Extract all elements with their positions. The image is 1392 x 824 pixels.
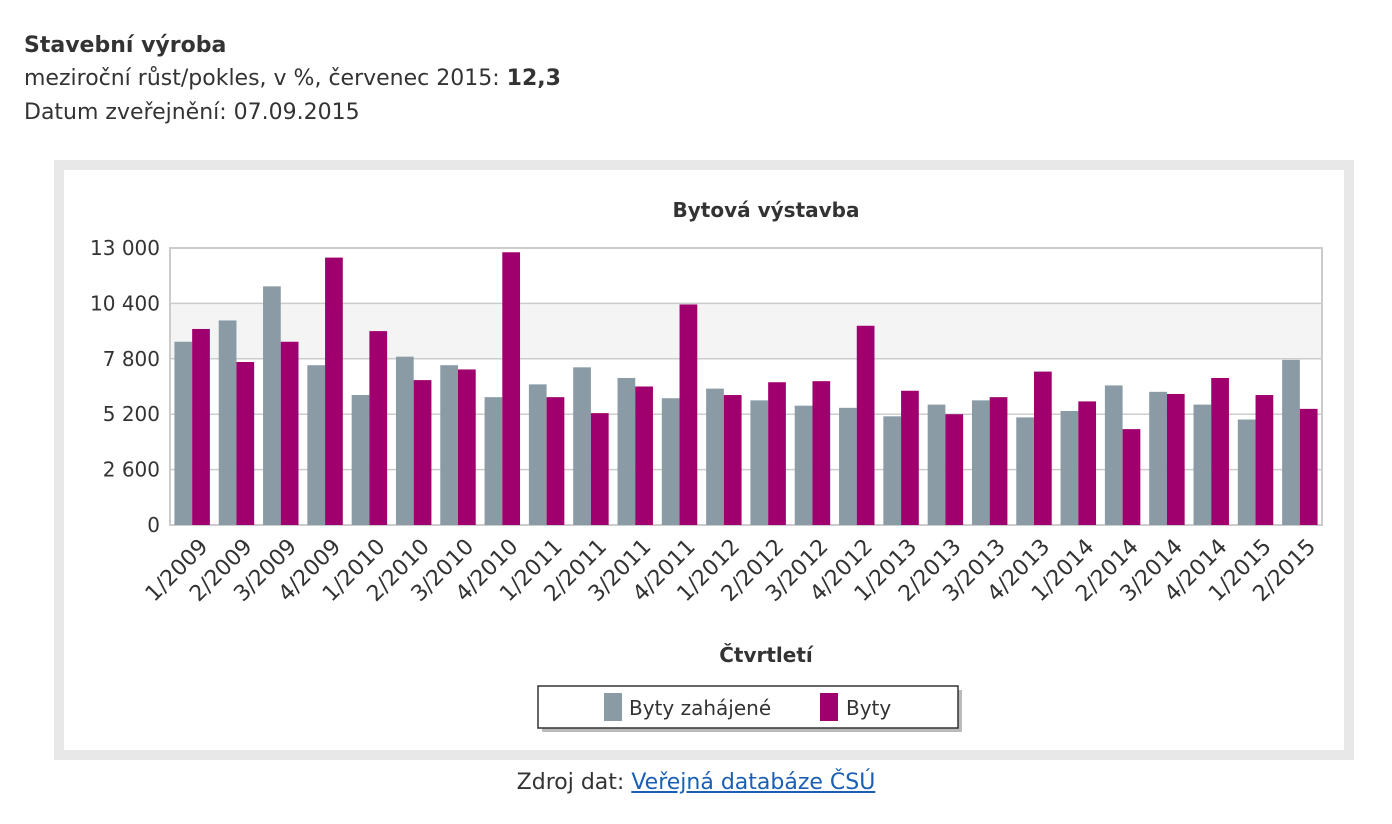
bar-byty-zahajene — [440, 365, 458, 525]
source-line: Zdroj dat: Veřejná databáze ČSÚ — [0, 770, 1392, 795]
bar-byty-zahajene — [750, 400, 769, 525]
bar-byty — [192, 328, 210, 525]
bar-byty-zahajene — [1282, 359, 1300, 525]
bar-byty-zahajene — [528, 384, 547, 525]
y-tick-label: 7 800 — [103, 347, 160, 371]
bar-byty — [236, 361, 255, 525]
bar-byty — [502, 252, 521, 525]
bar-chart: Bytová výstavba 0 2 600 5 200 7 800 10 400 13 … — [90, 198, 1323, 732]
bar-byty-zahajene — [351, 395, 370, 525]
bar-byty-zahajene — [174, 341, 193, 525]
bar-byty — [546, 397, 565, 525]
bar-byty — [1078, 401, 1097, 525]
bar-byty-zahajene — [839, 407, 857, 525]
bar-byty — [856, 325, 875, 525]
bar-byty-zahajene — [484, 397, 503, 525]
bar-byty — [280, 341, 299, 525]
bar-byty — [458, 369, 476, 525]
y-tick-label: 13 000 — [90, 236, 160, 260]
bar-byty — [989, 397, 1008, 525]
growth-label: meziroční růst/pokles, v %, červenec 201… — [24, 66, 507, 91]
bar-byty — [723, 395, 742, 525]
bar-byty-zahajene — [1016, 417, 1034, 525]
bar-byty-zahajene — [706, 388, 724, 525]
bar-byty — [768, 382, 786, 525]
legend-swatch-byty-zahajene — [604, 693, 622, 721]
chart-container: Bytová výstavba 0 2 600 5 200 7 800 10 400 13 … — [64, 170, 1344, 750]
publish-date: Datum zveřejnění: 07.09.2015 — [24, 100, 360, 125]
bar-byty — [635, 386, 653, 525]
chart-band — [170, 303, 1322, 359]
bar-byty — [413, 380, 432, 525]
bar-byty-zahajene — [1237, 419, 1256, 525]
bar-byty — [812, 381, 831, 525]
y-tick-label: 10 400 — [90, 291, 160, 315]
bar-byty-zahajene — [1060, 411, 1079, 525]
bar-byty-zahajene — [617, 377, 636, 525]
bar-byty-zahajene — [263, 286, 281, 525]
bar-byty — [1299, 408, 1318, 525]
bar-byty — [1122, 429, 1141, 525]
bar-byty — [1255, 395, 1274, 525]
bar-byty — [590, 413, 609, 525]
growth-value: 12,3 — [506, 66, 561, 91]
source-link[interactable]: Veřejná databáze ČSÚ — [631, 770, 876, 795]
plot-border — [169, 247, 1323, 526]
y-tick-label: 5 200 — [103, 402, 160, 426]
bar-byty-zahajene — [1104, 385, 1123, 525]
chart-frame: Bytová výstavba 0 2 600 5 200 7 800 10 400 13 … — [54, 160, 1354, 760]
bar-byty-zahajene — [1149, 391, 1167, 525]
bar-byty — [901, 390, 919, 525]
bar-byty — [325, 257, 343, 525]
bar-byty — [369, 331, 388, 525]
bar-byty-zahajene — [218, 320, 237, 525]
legend-label-byty-zahajene: Byty zahájené — [629, 696, 771, 720]
bar-byty — [1034, 371, 1052, 525]
bar-byty-zahajene — [794, 405, 813, 525]
y-tick-label: 0 — [147, 513, 160, 537]
source-label: Zdroj dat: — [516, 770, 632, 795]
bar-byty-zahajene — [971, 400, 990, 525]
chart-title: Bytová výstavba — [673, 198, 860, 222]
x-axis-title: Čtvrtletí — [719, 643, 814, 667]
bar-byty — [1211, 377, 1229, 525]
bar-byty-zahajene — [661, 398, 680, 525]
bar-byty-zahajene — [883, 416, 902, 525]
growth-line: meziroční růst/pokles, v %, červenec 201… — [24, 62, 561, 96]
page-title: Stavební výroba — [24, 33, 227, 58]
bar-byty — [945, 414, 964, 525]
bar-byty-zahajene — [1193, 404, 1212, 525]
y-tick-label: 2 600 — [103, 458, 160, 482]
bar-byty-zahajene — [395, 356, 414, 525]
bar-byty-zahajene — [927, 404, 946, 525]
header: Stavební výroba meziroční růst/pokles, v… — [24, 30, 561, 130]
bar-byty — [679, 304, 698, 525]
bar-byty — [1166, 393, 1185, 525]
legend-label-byty: Byty — [846, 696, 891, 720]
legend-swatch-byty — [820, 693, 838, 721]
bar-byty-zahajene — [573, 367, 591, 525]
bar-byty-zahajene — [307, 365, 326, 525]
